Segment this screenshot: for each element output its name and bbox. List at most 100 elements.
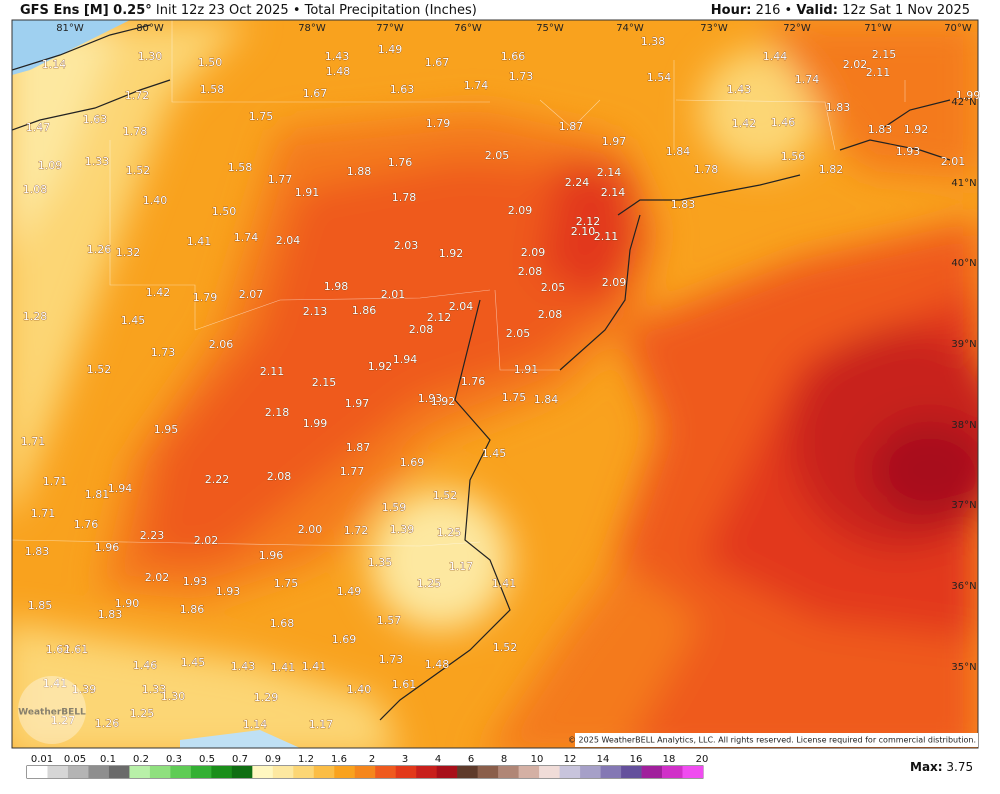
colorbar-label: 0.1	[100, 754, 116, 765]
precip-value: 2.04	[449, 300, 474, 313]
precip-value: 1.14	[243, 718, 268, 731]
precip-value: 1.43	[727, 83, 752, 96]
colorbar-label: 20	[696, 754, 709, 765]
precip-value: 1.67	[303, 87, 328, 100]
precip-value: 1.78	[123, 125, 148, 138]
precip-value: 1.40	[347, 683, 372, 696]
precip-value: 1.84	[534, 393, 559, 406]
precip-value: 1.52	[433, 489, 458, 502]
precip-value: 1.26	[95, 717, 120, 730]
precip-value: 2.24	[565, 176, 590, 189]
precip-value: 1.33	[85, 155, 110, 168]
precip-value: 1.93	[216, 585, 241, 598]
precip-value: 1.90	[115, 597, 140, 610]
colorbar-swatch	[190, 766, 212, 778]
precip-field	[12, 20, 978, 748]
precip-value: 1.81	[85, 488, 110, 501]
precip-value: 1.61	[392, 678, 417, 691]
precip-value: 1.41	[271, 661, 296, 674]
precip-value: 1.91	[295, 186, 320, 199]
precip-value: 1.17	[449, 560, 474, 573]
precip-value: 2.05	[506, 327, 531, 340]
precip-value: 2.08	[538, 308, 563, 321]
precip-value: 1.77	[340, 465, 365, 478]
colorbar-label: 3	[402, 754, 408, 765]
precip-value: 1.14	[42, 58, 67, 71]
precip-value: 1.75	[249, 110, 274, 123]
longitude-label: 73°W	[700, 23, 728, 34]
precip-value: 1.56	[781, 150, 806, 163]
precip-value: 2.10	[571, 225, 596, 238]
precip-value: 2.12	[427, 311, 452, 324]
precip-value: 2.09	[508, 204, 533, 217]
precip-value: 1.41	[187, 235, 212, 248]
precip-value: 1.52	[87, 363, 112, 376]
precip-value: 1.50	[198, 56, 223, 69]
logo-badge	[18, 676, 86, 744]
colorbar-label: 10	[531, 754, 544, 765]
precip-value: 1.83	[868, 123, 893, 136]
colorbar-swatch	[457, 766, 478, 778]
hour-label: Hour:	[711, 3, 752, 18]
precip-value: 1.32	[116, 246, 141, 259]
precip-value: 1.67	[425, 56, 450, 69]
longitude-label: 76°W	[454, 23, 482, 34]
copyright-box	[575, 733, 978, 747]
precip-value: 1.74	[464, 79, 489, 92]
colorbar-swatch	[354, 766, 376, 778]
precip-value: 2.09	[521, 246, 546, 259]
precip-value: 1.40	[143, 194, 168, 207]
colorbar-swatch	[149, 766, 171, 778]
longitude-label: 71°W	[864, 23, 892, 34]
precip-value: 2.07	[239, 288, 264, 301]
colorbar-swatch	[600, 766, 622, 778]
precip-value: 1.72	[344, 524, 369, 537]
colorbar-swatch	[231, 766, 253, 778]
colorbar-label: 0.9	[265, 754, 281, 765]
precip-value: 2.22	[205, 473, 230, 486]
precip-value: 1.72	[125, 89, 150, 102]
precip-value: 1.94	[108, 482, 133, 495]
max-info: Max: 3.75	[910, 760, 973, 774]
colorbar-swatch	[641, 766, 663, 778]
precip-value: 1.30	[161, 690, 186, 703]
precip-value: 1.47	[26, 121, 51, 134]
colorbar-label: 6	[468, 754, 474, 765]
colorbar-swatch	[621, 766, 642, 778]
precip-value: 1.88	[347, 165, 372, 178]
precip-value: 1.79	[426, 117, 451, 130]
precip-value: 1.83	[25, 545, 50, 558]
precip-value: 1.44	[763, 50, 788, 63]
precip-value: 1.42	[732, 117, 757, 130]
precip-value: 1.99	[303, 417, 328, 430]
colorbar-label: 0.5	[199, 754, 215, 765]
precip-value: 1.86	[180, 603, 205, 616]
precip-value: 1.71	[43, 475, 68, 488]
precip-value: 1.97	[345, 397, 370, 410]
precip-value: 1.77	[268, 173, 293, 186]
colorbar-swatch	[252, 766, 274, 778]
precip-value: 2.15	[312, 376, 337, 389]
precip-value: 1.79	[193, 291, 218, 304]
precip-value: 1.92	[904, 123, 929, 136]
precip-value: 2.05	[485, 149, 510, 162]
precip-value: 1.45	[121, 314, 146, 327]
hour: 216 •	[756, 3, 793, 18]
precip-value: 1.76	[388, 156, 413, 169]
precip-value: 2.05	[541, 281, 566, 294]
colorbar-swatch	[170, 766, 192, 778]
precip-value: 1.28	[23, 310, 48, 323]
colorbar-swatch	[334, 766, 356, 778]
precip-value: 2.02	[843, 58, 868, 71]
latitude-label: 39°N	[951, 339, 976, 350]
precip-value: 1.41	[43, 677, 68, 690]
precip-value: 2.02	[194, 534, 219, 547]
colorbar-label: 0.01	[31, 754, 53, 765]
colorbar-label: 18	[663, 754, 676, 765]
precip-value: 1.85	[28, 599, 53, 612]
precip-value: 1.59	[382, 501, 407, 514]
precip-value: 2.23	[140, 529, 165, 542]
precip-value: 1.08	[23, 183, 48, 196]
precip-value: 1.49	[378, 43, 403, 56]
colorbar-swatch	[498, 766, 519, 778]
